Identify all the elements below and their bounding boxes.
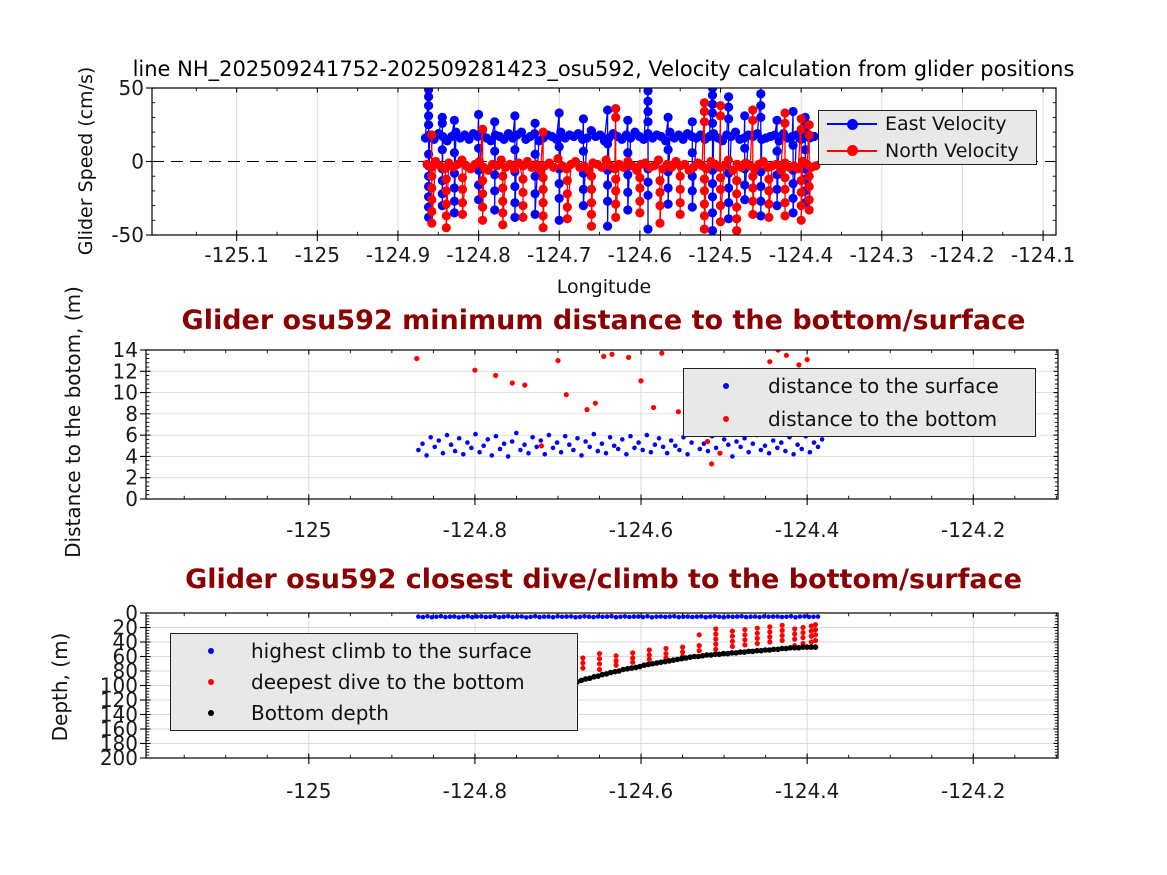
svg-text:0: 0 [125,487,138,511]
svg-text:160: 160 [100,717,138,741]
svg-text:-125: -125 [286,518,331,542]
legend-label: highest climb to the surface [251,639,532,663]
svg-text:14: 14 [113,338,138,362]
legend-item-bottom-depth: Bottom depth [171,698,577,729]
distance-surface-marker-icon [684,370,768,403]
legend-item-north-velocity: North Velocity [819,138,1036,165]
svg-text:-124.6: -124.6 [609,518,673,542]
svg-text:80: 80 [113,659,138,683]
svg-text:60: 60 [113,645,138,669]
legend-item-distance-surface: distance to the surface [684,370,1035,403]
legend-item-deepest-dive: deepest dive to the bottom [171,667,577,698]
legend-label: North Velocity [885,139,1019,162]
svg-text:-124.2: -124.2 [941,518,1005,542]
svg-text:12: 12 [113,359,138,383]
svg-text:2: 2 [125,466,138,490]
plot1-ylabel: Glider Speed (cm/s) [75,66,97,256]
svg-text:0: 0 [131,150,144,174]
plot2-ylabel: Distance to the botom, (m) [61,286,85,558]
svg-text:-124.4: -124.4 [775,779,839,803]
svg-text:-124.8: -124.8 [443,518,507,542]
legend-distance: distance to the surface distance to the … [683,368,1036,437]
bottom-depth-marker-icon [171,698,251,729]
svg-text:8: 8 [125,402,138,426]
svg-text:20: 20 [113,616,138,640]
ticks [140,612,1058,764]
svg-text:-124.3: -124.3 [850,243,914,267]
ticks [146,87,1056,241]
svg-text:-124.6: -124.6 [608,243,672,267]
legend-label: distance to the surface [768,374,999,398]
svg-text:140: 140 [100,703,138,727]
svg-text:-124.9: -124.9 [366,243,430,267]
svg-text:120: 120 [100,688,138,712]
svg-text:180: 180 [100,732,138,756]
svg-text:-125: -125 [286,779,331,803]
svg-text:-124.4: -124.4 [769,243,833,267]
subplot-1: -125.1 -125 -124.9 -124.8 -124.7 -124.6 -124.5… [111,76,1075,267]
svg-text:-124.7: -124.7 [527,243,591,267]
legend-depth: highest climb to the surface deepest div… [170,633,578,731]
svg-text:50: 50 [119,76,144,100]
highest-climb-marker-icon [171,636,251,667]
legend-label: deepest dive to the bottom [251,670,525,694]
svg-text:10: 10 [113,381,138,405]
svg-text:-125: -125 [295,243,340,267]
svg-text:-124.8: -124.8 [443,779,507,803]
north-velocity-marker-icon [819,138,885,165]
svg-text:-124.4: -124.4 [775,518,839,542]
legend-label: Bottom depth [251,701,389,725]
legend-label: East Velocity [885,113,1007,136]
svg-text:4: 4 [125,444,138,468]
legend-item-distance-bottom: distance to the bottom [684,403,1035,436]
plot1-xlabel: Longitude [556,276,652,298]
svg-text:-124.1: -124.1 [1011,243,1075,267]
legend-label: distance to the bottom [768,407,998,431]
east-velocity-marker-icon [819,111,885,138]
plot1-title: line NH_202509241752-202509281423_osu592… [132,57,1075,81]
svg-text:-124.8: -124.8 [446,243,510,267]
svg-text:-125.1: -125.1 [204,243,268,267]
plot2-title: Glider osu592 minimum distance to the bo… [181,305,1026,336]
svg-text:0: 0 [125,601,138,625]
tick-labels: -125.1 -125 -124.9 -124.8 -124.7 -124.6 -124.5… [111,76,1075,267]
distance-bottom-marker-icon [684,403,768,436]
svg-text:-124.6: -124.6 [609,779,673,803]
legend-item-highest-climb: highest climb to the surface [171,636,577,667]
svg-text:-124.2: -124.2 [930,243,994,267]
series-north-velocity [422,98,821,235]
deepest-dive-marker-icon [171,667,251,698]
svg-text:200: 200 [100,746,138,770]
svg-text:-50: -50 [111,223,144,247]
tick-labels: -125 -124.8 -124.6 -124.4 -124.2 020406080100… [100,601,1006,803]
plot3-title: Glider osu592 closest dive/climb to the … [185,564,1022,595]
series-highest-climb-to-the-surface [416,613,821,620]
svg-text:40: 40 [113,630,138,654]
series-layer [420,88,821,235]
svg-text:6: 6 [125,423,138,447]
plot3-ylabel: Depth, (m) [48,632,72,742]
svg-text:-124.5: -124.5 [688,243,752,267]
legend-item-east-velocity: East Velocity [819,111,1036,138]
axes-box [145,349,1059,500]
legend-velocity: East Velocity North Velocity [818,110,1037,165]
ticks [140,349,1058,505]
svg-text:-124.2: -124.2 [941,779,1005,803]
svg-text:100: 100 [100,674,138,698]
